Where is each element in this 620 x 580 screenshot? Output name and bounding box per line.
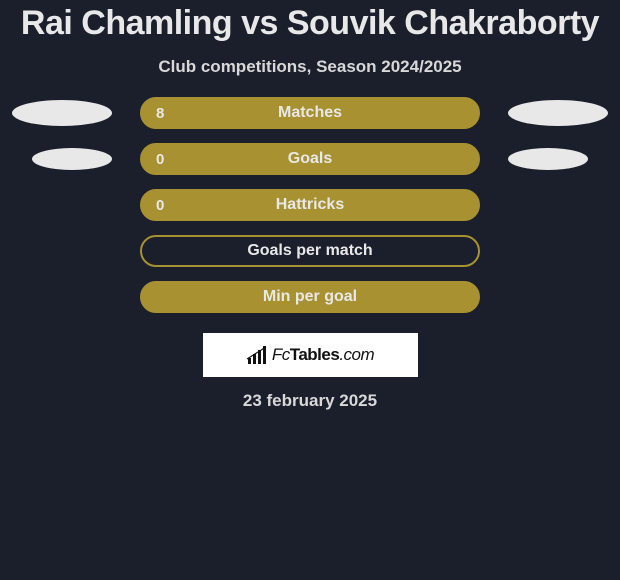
stat-row-min-per-goal: Min per goal — [0, 281, 620, 313]
page-title: Rai Chamling vs Souvik Chakraborty — [0, 4, 620, 43]
stat-value: 0 — [156, 197, 164, 214]
stat-row-goals-per-match: Goals per match — [0, 235, 620, 267]
stat-bar: Goals per match — [140, 235, 480, 267]
stat-label: Hattricks — [142, 196, 478, 214]
stat-bar: 0 Goals — [140, 143, 480, 175]
stats-rows: 8 Matches 0 Goals 0 Hattricks Goals per … — [0, 97, 620, 313]
stat-label: Goals per match — [142, 242, 478, 260]
stat-label: Min per goal — [142, 288, 478, 306]
logo-prefix: Fc — [272, 345, 290, 364]
player1-marker — [32, 148, 112, 170]
logo-main: Tables — [290, 345, 340, 364]
stat-bar: 8 Matches — [140, 97, 480, 129]
player2-marker — [508, 100, 608, 126]
stat-row-matches: 8 Matches — [0, 97, 620, 129]
stat-value: 8 — [156, 105, 164, 122]
logo-text: FcTables.com — [272, 345, 374, 365]
logo-suffix: .com — [339, 345, 374, 364]
player2-marker — [508, 148, 588, 170]
stat-row-goals: 0 Goals — [0, 143, 620, 175]
logo-badge: FcTables.com — [203, 333, 418, 377]
stat-value: 0 — [156, 151, 164, 168]
stat-bar: 0 Hattricks — [140, 189, 480, 221]
date-label: 23 february 2025 — [0, 391, 620, 411]
stat-row-hattricks: 0 Hattricks — [0, 189, 620, 221]
player1-marker — [12, 100, 112, 126]
bar-chart-icon — [246, 346, 268, 364]
stat-label: Matches — [142, 104, 478, 122]
subtitle: Club competitions, Season 2024/2025 — [0, 57, 620, 77]
stat-bar: Min per goal — [140, 281, 480, 313]
comparison-card: Rai Chamling vs Souvik Chakraborty Club … — [0, 0, 620, 411]
stat-label: Goals — [142, 150, 478, 168]
